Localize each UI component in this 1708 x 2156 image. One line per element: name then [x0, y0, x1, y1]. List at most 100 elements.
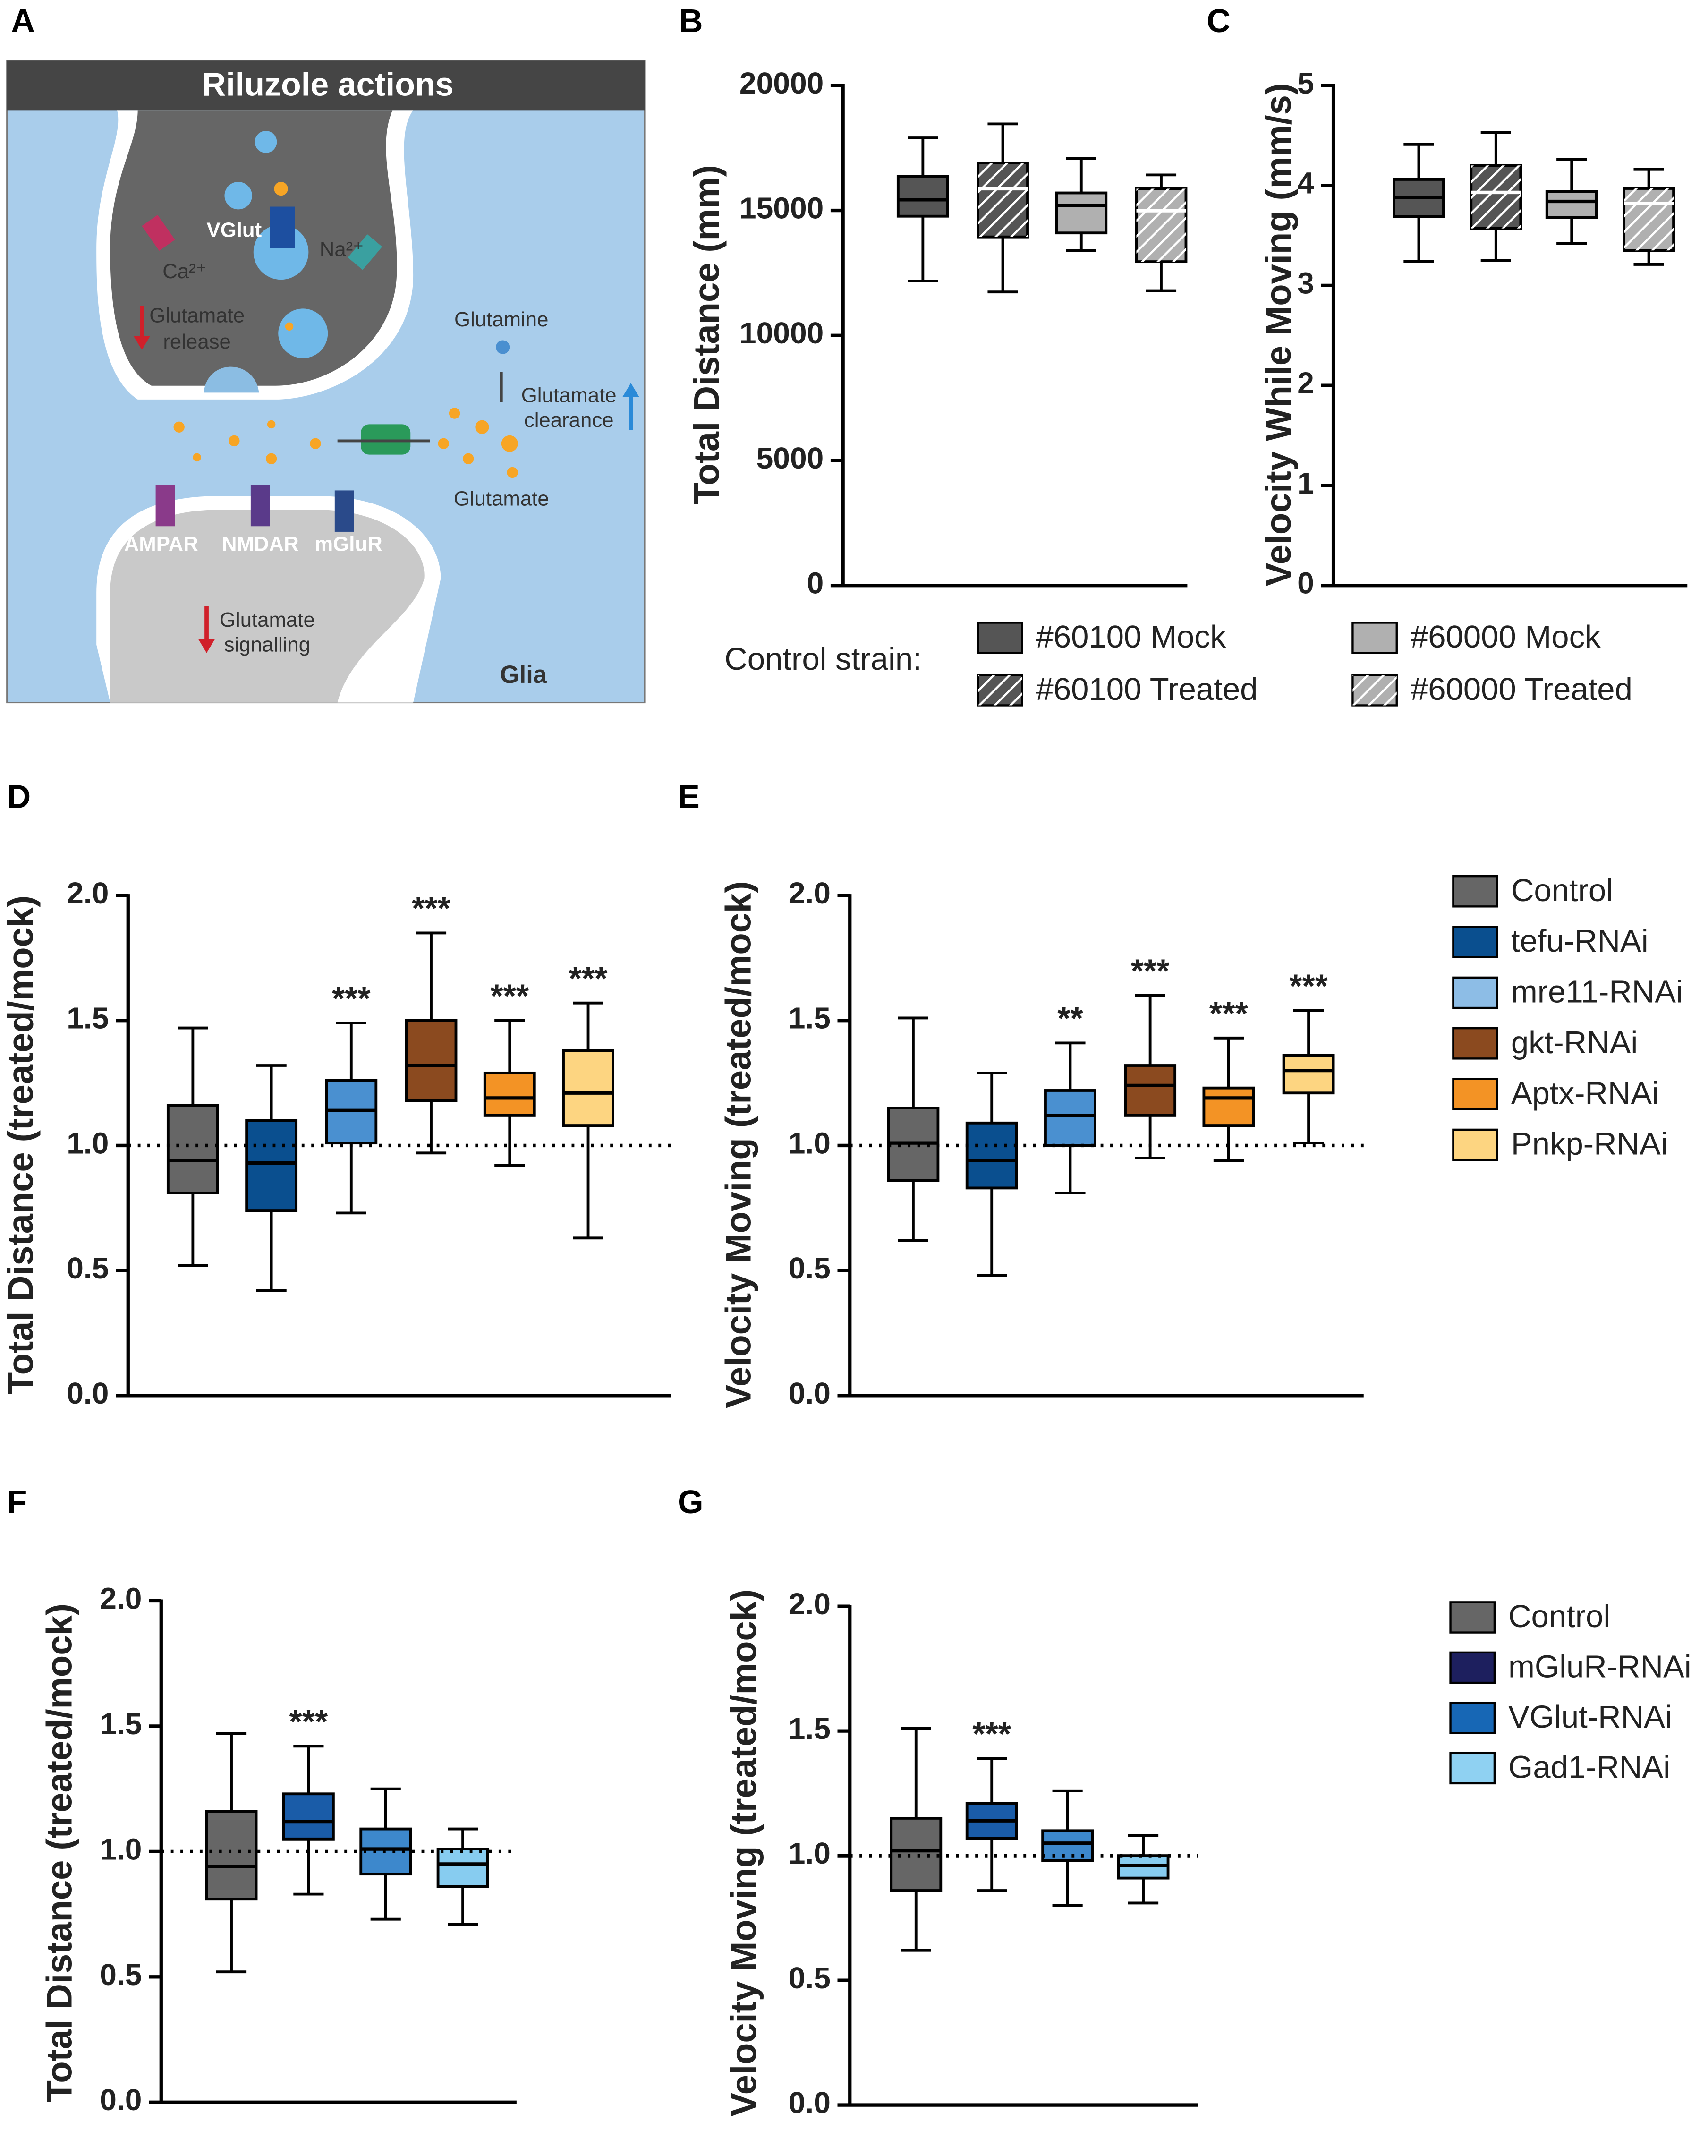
box — [436, 1848, 489, 1888]
nmdar — [250, 485, 270, 527]
panel-letter: F — [7, 1483, 27, 1520]
legend-label: Aptx-RNAi — [1511, 1075, 1659, 1111]
box — [896, 175, 949, 218]
y-tick-label: 1.0 — [789, 1126, 831, 1160]
hatch — [978, 162, 1028, 237]
panel-letter: E — [678, 778, 700, 815]
ampar — [155, 485, 175, 527]
label: Glutamine — [454, 308, 548, 331]
vesicle — [224, 182, 252, 210]
mglur-receptor — [334, 490, 354, 532]
legend-swatch — [1449, 1752, 1496, 1785]
legend-swatch — [1449, 1702, 1496, 1734]
y-tick-label: 1.5 — [789, 1712, 831, 1746]
legend-swatch — [977, 622, 1023, 654]
postsynaptic-neuron — [110, 510, 425, 703]
label: Glutamate — [521, 384, 617, 407]
box — [405, 1019, 458, 1102]
y-tick-label: 5000 — [756, 441, 824, 475]
legend-swatch — [1452, 976, 1498, 1009]
y-tick-label: 0.5 — [789, 1961, 831, 1995]
panel-a: A Riluzole actions — [6, 2, 646, 704]
significance: *** — [569, 960, 608, 997]
legend-label: mre11-RNAi — [1511, 974, 1683, 1010]
label: Glutamate — [220, 608, 315, 631]
label: Na²⁺ — [320, 238, 364, 261]
y-tick-label: 0.0 — [789, 2086, 831, 2120]
label: release — [163, 330, 231, 353]
y-tick-label: 0.0 — [100, 2083, 142, 2117]
label: Glia — [500, 661, 547, 689]
presynaptic-terminal — [110, 110, 397, 386]
y-axis-label: Total Distance (mm) — [687, 165, 727, 504]
legend-swatch — [1452, 1078, 1498, 1110]
legend-swatch — [1452, 1027, 1498, 1060]
diagram-title: Riluzole actions — [202, 66, 454, 102]
legend-swatch — [1452, 926, 1498, 958]
y-axis-label: Total Distance (treated/mock) — [1, 895, 41, 1394]
y-tick-label: 0.5 — [100, 1958, 142, 1992]
y-tick-label: 2 — [1297, 366, 1314, 400]
box — [1545, 190, 1598, 219]
significance: *** — [1289, 967, 1328, 1004]
y-tick-label: 0.5 — [789, 1251, 831, 1285]
title-bar — [7, 60, 645, 111]
box — [1041, 1829, 1094, 1862]
significance: *** — [1131, 953, 1170, 989]
y-tick-label: 1.0 — [100, 1832, 142, 1866]
significance: *** — [289, 1703, 328, 1740]
legend-swatch — [1351, 622, 1398, 654]
legend-label: #60000 Mock — [1411, 619, 1601, 655]
significance: *** — [972, 1715, 1011, 1752]
legend-swatch — [1449, 1601, 1496, 1634]
legend-hatch — [1352, 675, 1397, 706]
box — [205, 1810, 258, 1901]
box — [562, 1049, 614, 1127]
arrowhead — [198, 639, 215, 653]
significance: *** — [490, 978, 529, 1014]
label: AMPAR — [124, 533, 198, 556]
panel-letter: A — [11, 2, 35, 39]
significance: *** — [1209, 995, 1248, 1032]
legend-label: #60100 Treated — [1036, 672, 1258, 707]
hatch — [1471, 165, 1521, 229]
label: Ca²⁺ — [162, 260, 207, 283]
y-axis-label: Velocity Moving (treated/mock) — [718, 881, 758, 1409]
label: NMDAR — [222, 533, 299, 556]
y-tick-label: 4 — [1297, 166, 1314, 200]
na-channel — [348, 234, 382, 270]
ca-channel — [142, 214, 175, 251]
label: signalling — [224, 633, 310, 656]
y-tick-label: 10000 — [739, 316, 824, 350]
arrowhead — [622, 383, 639, 397]
vesicle — [255, 131, 277, 153]
y-tick-label: 2.0 — [789, 876, 831, 910]
box — [1044, 1089, 1096, 1147]
y-axis-label: Total Distance (treated/mock) — [39, 1603, 79, 2102]
box — [245, 1119, 298, 1212]
arrowhead — [133, 336, 150, 350]
y-tick-label: 2.0 — [100, 1581, 142, 1615]
glutamine-dot — [496, 340, 510, 354]
legend-label: #60100 Mock — [1036, 619, 1226, 655]
vglut-transporter — [270, 206, 295, 248]
label: clearance — [524, 409, 614, 432]
legend-title: Control strain: — [724, 641, 922, 677]
y-tick-label: 1.0 — [67, 1126, 109, 1160]
y-tick-label: 2.0 — [67, 876, 109, 910]
legend-label: Control — [1508, 1599, 1610, 1634]
legend-label: gkt-RNAi — [1511, 1025, 1638, 1060]
box — [1124, 1064, 1177, 1117]
legend-label: Gad1-RNAi — [1508, 1750, 1670, 1785]
legend-swatch — [1452, 1128, 1498, 1161]
label: VGlut — [207, 219, 262, 242]
label: mGluR — [314, 533, 382, 556]
y-tick-label: 1.5 — [67, 1001, 109, 1035]
panel-letter: B — [679, 2, 703, 39]
y-tick-label: 0.0 — [67, 1376, 109, 1410]
box — [1202, 1086, 1255, 1127]
box — [282, 1792, 335, 1841]
y-tick-label: 2.0 — [789, 1587, 831, 1621]
hatch — [1136, 188, 1186, 262]
